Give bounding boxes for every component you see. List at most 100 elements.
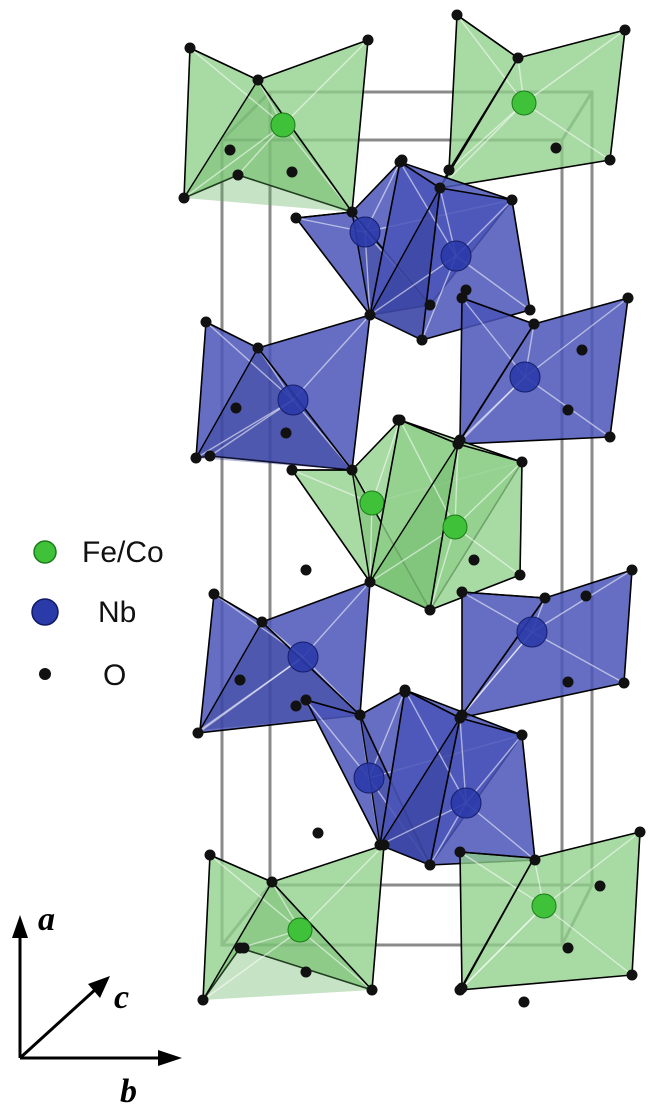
oxygen-atom bbox=[604, 154, 616, 166]
oxygen-atom bbox=[399, 686, 411, 698]
feco-atom bbox=[442, 514, 468, 540]
oxygen-atom bbox=[460, 284, 472, 296]
nb-atom bbox=[353, 762, 385, 794]
octahedron-edge bbox=[461, 857, 535, 989]
octahedron-edge bbox=[202, 881, 273, 1001]
oxygen-atom bbox=[252, 74, 264, 86]
bond-line bbox=[429, 526, 456, 611]
octahedron-edge bbox=[369, 443, 459, 583]
oxygen-atom bbox=[362, 34, 374, 46]
bond-line bbox=[371, 419, 401, 504]
axes-indicator: a b c bbox=[12, 901, 182, 1110]
oxygen-atom bbox=[634, 826, 646, 838]
bond-line bbox=[199, 656, 304, 731]
nb-atom bbox=[509, 361, 541, 393]
feco-octahedron bbox=[202, 844, 385, 1001]
bond-line bbox=[369, 255, 457, 316]
feco-octahedron bbox=[459, 831, 641, 991]
oxygen-atom bbox=[192, 727, 204, 739]
nb-octahedron bbox=[459, 569, 633, 719]
oxygen-atom bbox=[619, 24, 631, 36]
octahedron-edge bbox=[209, 854, 273, 883]
octahedron-edge bbox=[295, 211, 353, 219]
nb-atom bbox=[440, 240, 472, 272]
feco-octahedron bbox=[439, 14, 626, 189]
oxygen-atom bbox=[576, 344, 588, 356]
unit-cell-face-1 bbox=[268, 90, 594, 887]
oxygen-atom bbox=[266, 876, 278, 888]
oxygen-atom bbox=[346, 464, 358, 476]
bond-line bbox=[454, 443, 459, 528]
bond-line bbox=[461, 297, 526, 378]
oxygen-atom bbox=[528, 318, 540, 330]
oxygen-atom bbox=[286, 166, 298, 178]
bond-line bbox=[209, 399, 294, 457]
oxygen-atom bbox=[512, 52, 524, 64]
oxygen-atom bbox=[208, 588, 220, 600]
nb-octahedron bbox=[195, 314, 371, 471]
axis-c-label: c bbox=[114, 979, 129, 1016]
oxygen-atom bbox=[346, 206, 358, 218]
octahedron-edge bbox=[404, 689, 461, 719]
feco-atom bbox=[270, 112, 296, 138]
octahedron-face bbox=[457, 297, 629, 445]
oxygen-atom bbox=[204, 849, 216, 861]
oxygen-atom bbox=[232, 169, 244, 181]
octahedron-edge bbox=[459, 851, 535, 859]
nb-atom bbox=[349, 216, 381, 248]
oxygen-atom bbox=[626, 969, 638, 981]
oxygen-atom bbox=[550, 142, 562, 154]
oxygen-atom bbox=[378, 839, 390, 851]
bond-line bbox=[439, 102, 525, 189]
bond-line bbox=[299, 844, 385, 931]
octahedron-edge bbox=[379, 717, 461, 846]
oxygen-atom bbox=[580, 590, 592, 602]
bond-line bbox=[448, 102, 525, 171]
oxygen-atom bbox=[562, 676, 574, 688]
bond-line bbox=[183, 124, 284, 199]
bond-line bbox=[454, 461, 523, 528]
oxygen-atom bbox=[604, 431, 616, 443]
bond-line bbox=[531, 569, 633, 633]
axis-b-arrowhead bbox=[158, 1050, 182, 1066]
octahedron-edge bbox=[461, 591, 546, 599]
oxygen-atom bbox=[184, 42, 196, 54]
bond-line bbox=[523, 29, 626, 104]
oxygen-atom bbox=[468, 554, 480, 566]
bond-line bbox=[209, 854, 301, 931]
octahedron-edge bbox=[271, 881, 373, 991]
oxygen-atom bbox=[451, 9, 463, 21]
bond-line bbox=[292, 314, 371, 401]
axis-a-label: a bbox=[38, 901, 55, 938]
bond-line bbox=[202, 929, 301, 1001]
axis-a-arrowhead bbox=[12, 915, 28, 938]
oxygen-atom bbox=[238, 942, 250, 954]
bond-line bbox=[195, 399, 294, 459]
bond-line bbox=[282, 124, 353, 213]
oxygen-atom bbox=[454, 846, 466, 858]
octahedron-edge bbox=[183, 79, 259, 199]
oxygen-atom bbox=[190, 452, 202, 464]
oxygen-atom bbox=[286, 464, 298, 476]
axis-b-label: b bbox=[120, 1073, 137, 1110]
octahedron-edge bbox=[205, 321, 259, 349]
bond-line bbox=[456, 14, 525, 104]
oxygen-atom bbox=[434, 182, 446, 194]
nb-octahedron bbox=[457, 297, 629, 445]
oxygen-atom bbox=[416, 334, 428, 346]
oxygen-atom bbox=[424, 859, 436, 871]
bond-line bbox=[524, 297, 629, 378]
unit-cell-face-0 bbox=[220, 138, 564, 947]
octahedron-edge bbox=[199, 621, 263, 731]
feco-octahedron bbox=[183, 39, 369, 213]
oxygen-atom bbox=[197, 994, 209, 1006]
bond-line bbox=[291, 469, 373, 504]
octahedron-edge bbox=[213, 593, 263, 623]
oxygen-atom bbox=[622, 292, 634, 304]
legend-feco-label: Fe/Co bbox=[82, 536, 164, 569]
oxygen-atom bbox=[200, 316, 212, 328]
nb-atom bbox=[516, 616, 548, 648]
oxygen-atom bbox=[424, 604, 436, 616]
bond-line bbox=[302, 581, 371, 658]
bond-line bbox=[404, 689, 467, 804]
